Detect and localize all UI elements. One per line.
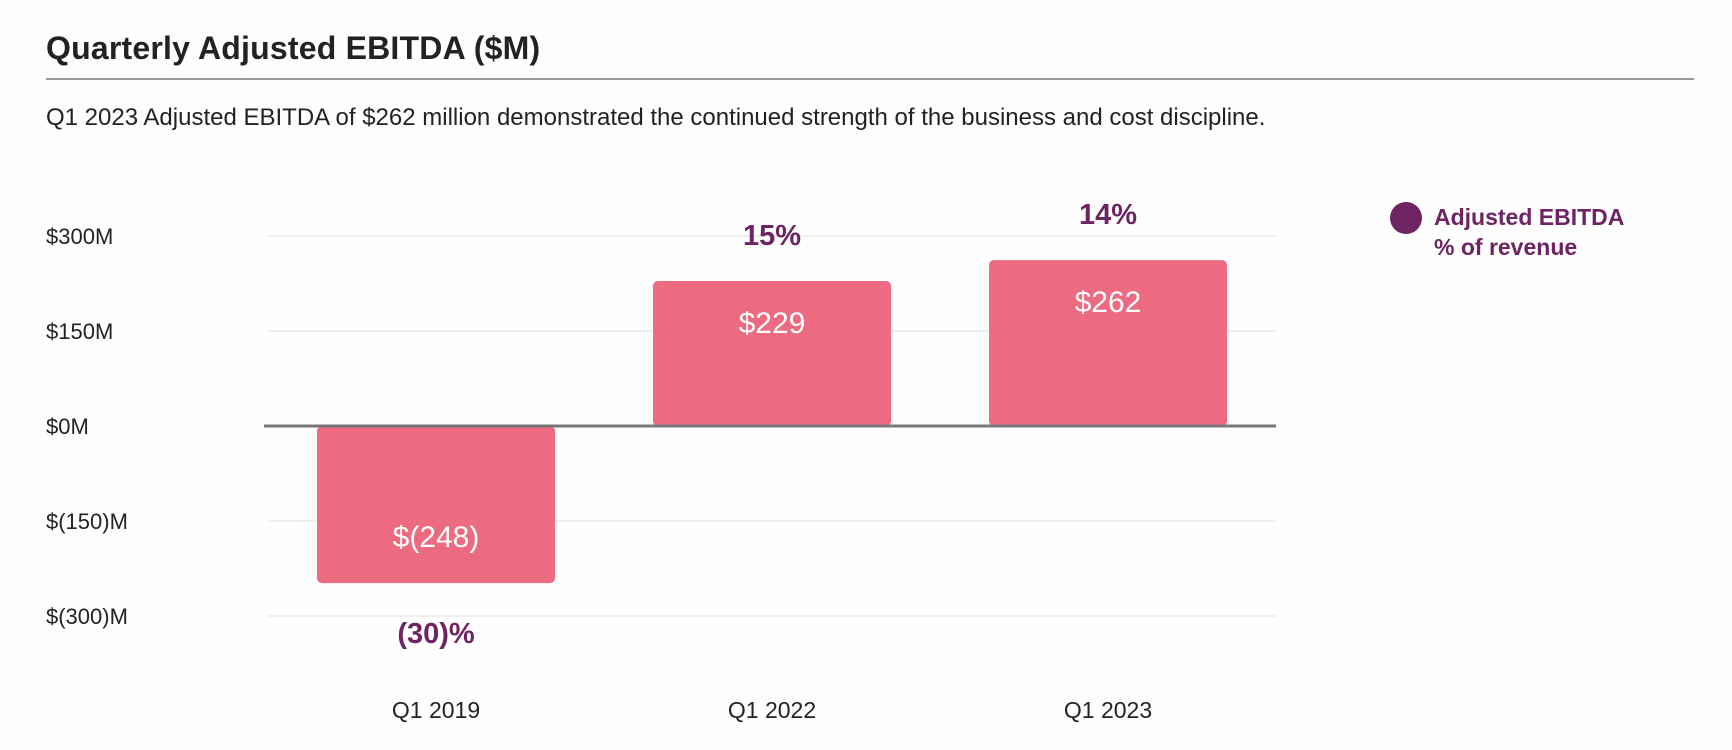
bar-value-label: $262	[1075, 286, 1142, 319]
chart-title: Quarterly Adjusted EBITDA ($M)	[46, 30, 541, 66]
legend-label: Adjusted EBITDA % of revenue	[1434, 202, 1624, 262]
y-tick-label: $150M	[46, 319, 113, 344]
legend-label-line1: Adjusted EBITDA	[1434, 204, 1625, 230]
bar	[653, 280, 891, 426]
bar-value-label: $229	[739, 307, 806, 340]
percent-of-revenue-label: 15%	[743, 220, 801, 252]
bar-labels: $(248) (30)% $229 15% $262 14%	[393, 199, 1142, 650]
bar-value-label: $(248)	[393, 521, 480, 554]
bars	[317, 260, 1227, 584]
legend-label-line2: % of revenue	[1434, 234, 1578, 260]
percent-of-revenue-label: (30)%	[397, 618, 475, 650]
legend: Adjusted EBITDA % of revenue	[1390, 202, 1624, 262]
x-tick-label: Q1 2019	[392, 697, 480, 723]
bar	[317, 426, 555, 584]
bar-chart: $300M$150M$0M$(150)M$(300)M $(248)(30)%$…	[46, 199, 1276, 723]
x-tick-label: Q1 2022	[728, 697, 816, 723]
x-axis-tick-labels: Q1 2019 Q1 2022 Q1 2023	[392, 697, 1152, 723]
y-tick-label: $(150)M	[46, 509, 128, 534]
chart-subtitle: Q1 2023 Adjusted EBITDA of $262 million …	[46, 104, 1266, 131]
y-axis-tick-labels: $300M $150M $0M $(150)M $(300)M	[46, 224, 128, 629]
bar	[989, 260, 1227, 426]
y-tick-label: $300M	[46, 224, 113, 249]
percent-of-revenue-label: 14%	[1079, 199, 1137, 231]
title-divider	[46, 78, 1694, 80]
y-tick-label: $0M	[46, 414, 89, 439]
y-tick-label: $(300)M	[46, 604, 128, 629]
x-tick-label: Q1 2023	[1064, 697, 1152, 723]
legend-marker-icon	[1390, 202, 1422, 234]
